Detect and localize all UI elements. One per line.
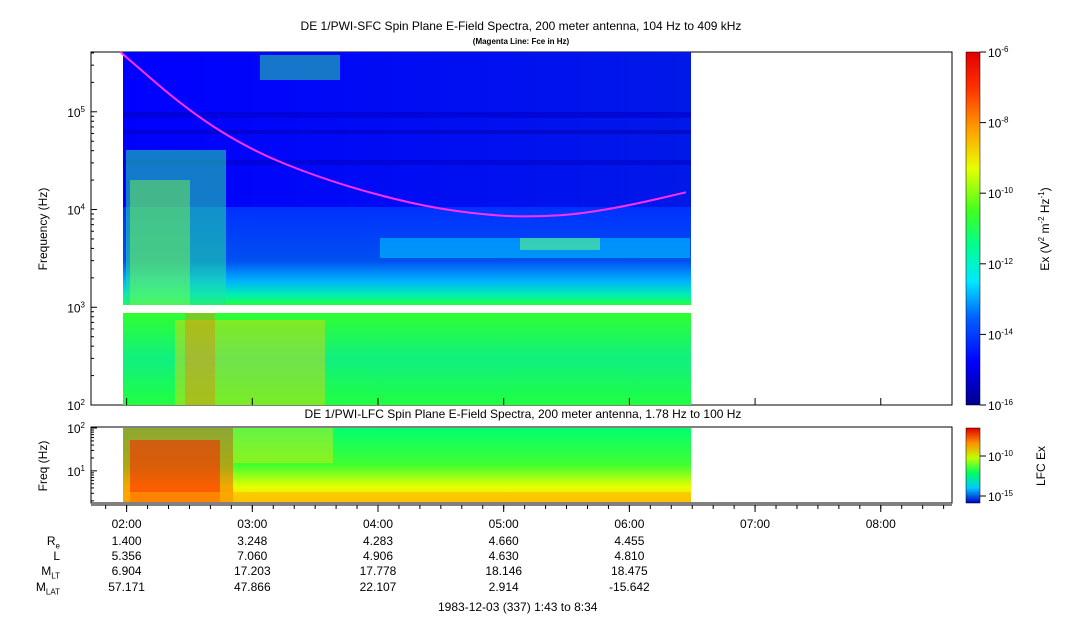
time-tick-label-5: 07:00	[740, 517, 770, 531]
sfc-ytick-label-3: 102	[67, 398, 85, 413]
ephem-label-0: Re	[46, 534, 60, 551]
ephem-value: 4.810	[614, 549, 645, 563]
lfc-spectrogram	[123, 428, 691, 502]
ephem-value: 4.906	[362, 549, 393, 563]
time-tick-label-3: 05:00	[489, 517, 519, 531]
sfc-spectrogram	[123, 52, 691, 405]
time-tick-label-4: 06:00	[614, 517, 644, 531]
ephem-value: 57.171	[108, 580, 145, 594]
sfc-ytick-label-0: 105	[67, 105, 85, 120]
sfc-cbar-tick-label-2: 10-10	[988, 186, 1013, 201]
ephem-label-3: MLAT	[35, 580, 60, 597]
sfc-cbar-tick-label-0: 10-6	[988, 45, 1009, 60]
ephem-value: 17.203	[233, 564, 271, 578]
fce-line	[119, 51, 687, 218]
sfc-title: DE 1/PWI-SFC Spin Plane E-Field Spectra,…	[300, 19, 742, 33]
ephem-value: 22.107	[359, 580, 397, 594]
ephem-value: 5.356	[111, 549, 142, 563]
ephem-value: 4.455	[614, 534, 645, 548]
ephem-value: 1.400	[111, 534, 142, 548]
sfc-subtitle: (Magenta Line: Fce in Hz)	[472, 37, 570, 46]
sfc-ylabel: Frequency (Hz)	[36, 188, 50, 271]
sfc-colorbar-label: Ex (V2 m-2 Hz-1)	[1037, 187, 1052, 270]
sfc-cbar-tick-label-4: 10-14	[988, 327, 1013, 342]
time-tick-label-6: 08:00	[866, 517, 896, 531]
ephem-value: 4.660	[488, 534, 519, 548]
lfc-colorbar-label: LFC Ex	[1034, 446, 1048, 486]
sfc-colorbar-ticks: 10-6 10-8 10-10 10-12 10-14 10-16	[980, 45, 1013, 413]
ephem-value: 18.475	[611, 564, 648, 578]
lfc-colorbar	[965, 427, 981, 504]
ephem-value: 6.904	[111, 564, 142, 578]
ephem-value: 47.866	[233, 580, 271, 594]
lfc-ytick-label-0: 102	[67, 421, 85, 436]
lfc-ylabel: Freq (Hz)	[36, 441, 50, 492]
sfc-colorbar	[965, 51, 981, 406]
lfc-cbar-tick-label-1: 10-15	[988, 489, 1013, 504]
sfc-cbar-tick-label-3: 10-12	[988, 257, 1013, 272]
sfc-y-ticks: 105 104 103 102	[67, 52, 97, 413]
lfc-colorbar-ticks: 10-10 10-15	[980, 449, 1013, 504]
ephem-value: 17.778	[359, 564, 397, 578]
time-tick-label-1: 03:00	[237, 517, 267, 531]
ephem-value: 7.060	[237, 549, 268, 563]
ephem-value: -15.642	[609, 580, 650, 594]
lfc-y-ticks: 102 101	[67, 421, 97, 502]
sfc-cbar-tick-label-1: 10-8	[988, 116, 1009, 131]
sfc-ytick-label-2: 103	[67, 300, 85, 315]
sfc-ytick-label-1: 104	[67, 203, 85, 218]
sfc-gap	[123, 305, 691, 313]
ephem-value: 3.248	[237, 534, 268, 548]
ephem-value: 2.914	[488, 580, 519, 594]
lfc-title: DE 1/PWI-LFC Spin Plane E-Field Spectra,…	[304, 407, 742, 421]
footer-time-range: 1983-12-03 (337) 1:43 to 8:34	[438, 600, 598, 614]
ephem-value: 18.146	[485, 564, 523, 578]
ephem-value: 4.283	[362, 534, 393, 548]
ephem-label-1: L	[53, 549, 60, 563]
time-tick-label-0: 02:00	[112, 517, 142, 531]
ephem-label-2: MLT	[41, 564, 60, 581]
sfc-cbar-tick-label-5: 10-16	[988, 398, 1013, 413]
time-axis: 02:00 03:00 04:00 05:00 06:00 07:00 08:00	[91, 398, 952, 531]
lfc-cbar-tick-label-0: 10-10	[988, 449, 1013, 464]
ephem-value: 4.630	[488, 549, 519, 563]
time-tick-label-2: 04:00	[363, 517, 393, 531]
sfc-band-low	[123, 313, 691, 405]
lfc-ytick-label-1: 101	[67, 464, 85, 479]
